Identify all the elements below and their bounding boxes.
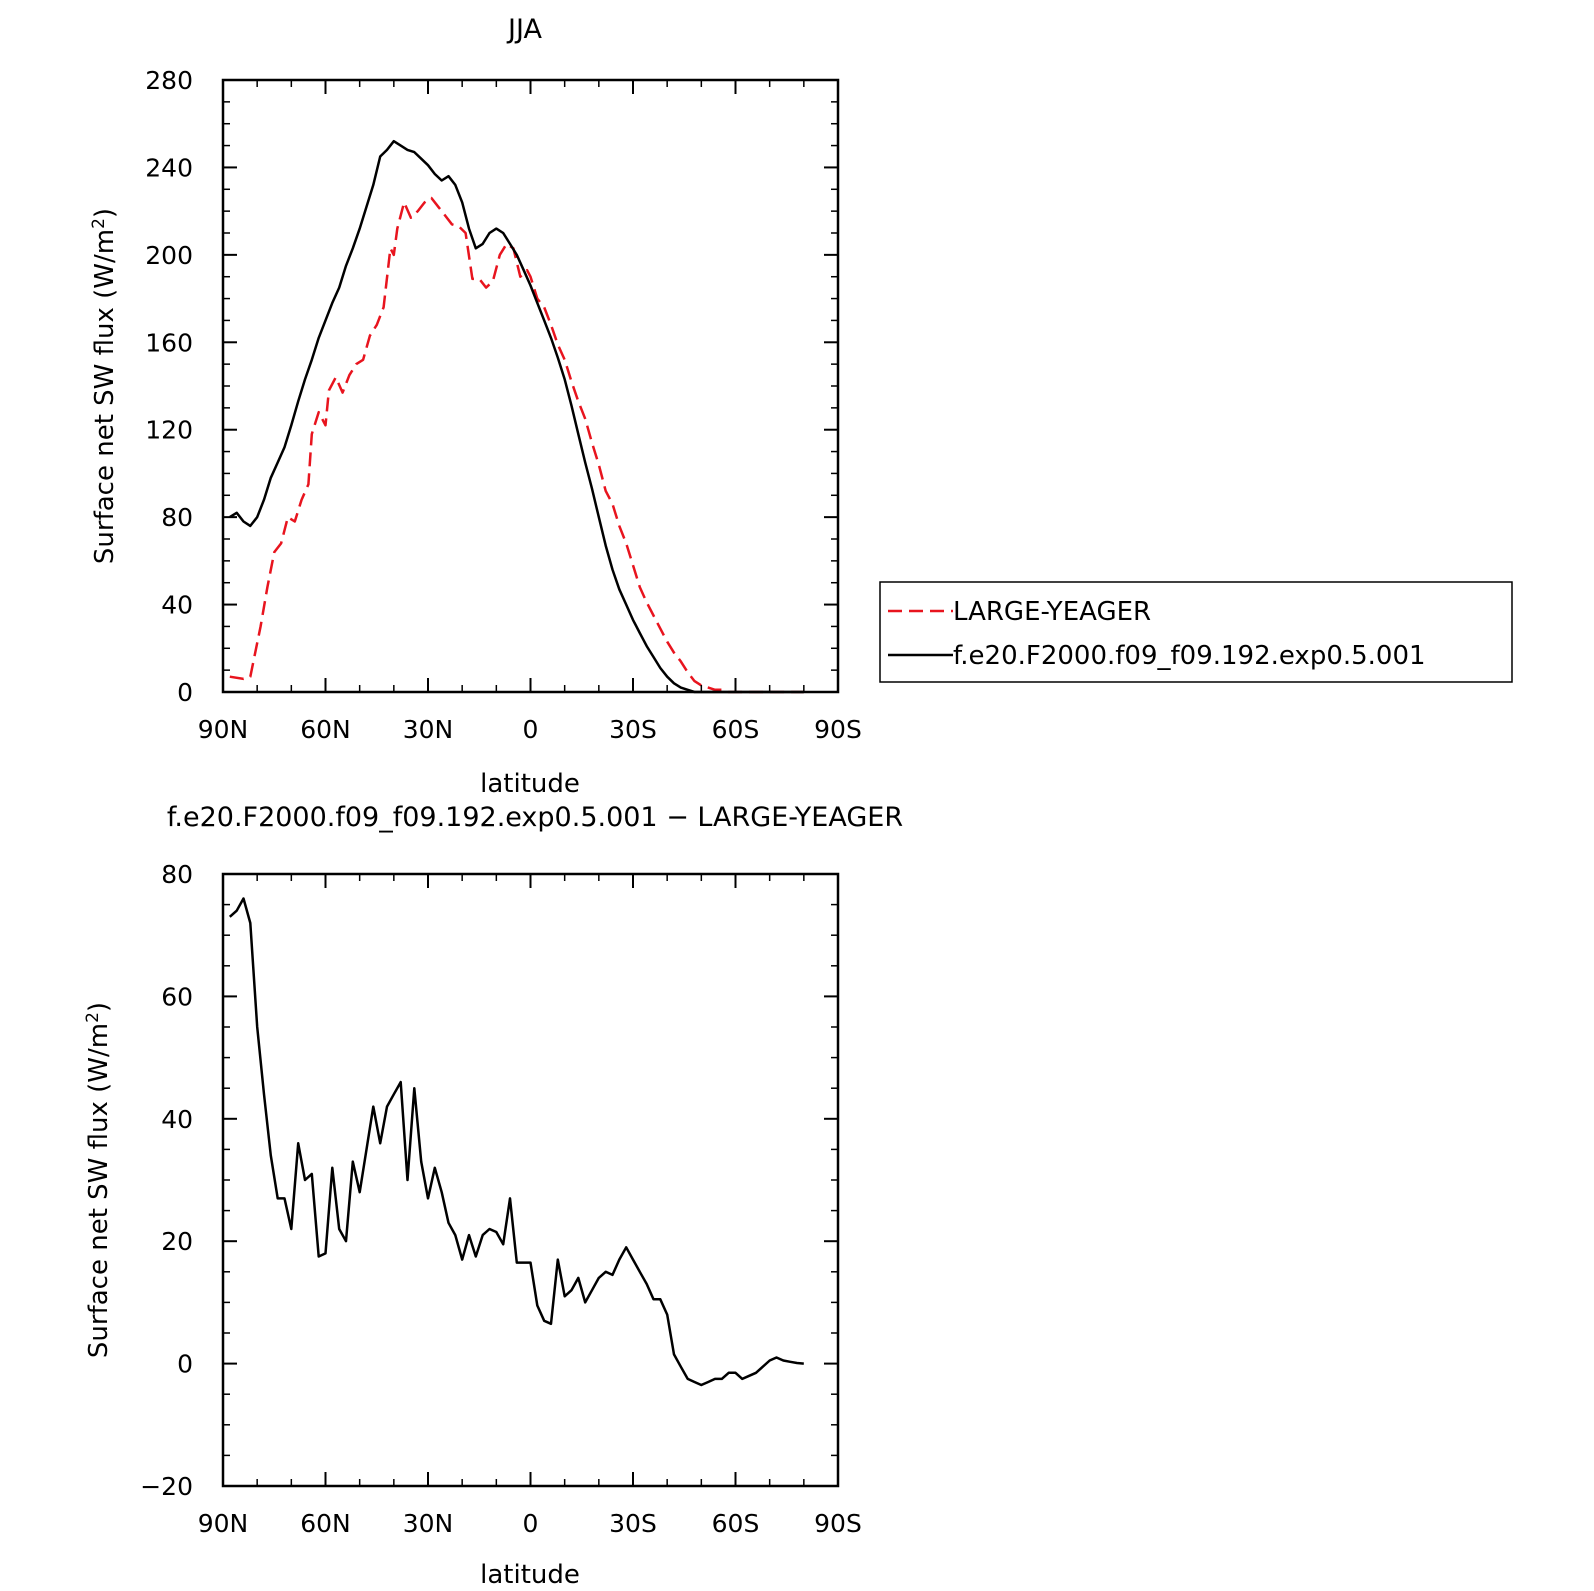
top-chart-ylabel: Surface net SW flux (W/m2) — [89, 208, 120, 564]
top-y-tick-label: 200 — [145, 241, 193, 270]
top-x-tick-label: 60S — [712, 715, 760, 744]
bottom-x-tick-label: 90N — [198, 1509, 249, 1538]
bottom-y-tick-label: 0 — [177, 1350, 193, 1379]
bottom-x-tick-label: 30S — [609, 1509, 657, 1538]
top-x-tick-label: 90S — [814, 715, 862, 744]
top-y-tick-label: 80 — [161, 503, 193, 532]
top-y-tick-label: 240 — [145, 153, 193, 182]
top-y-tick-label: 40 — [161, 591, 193, 620]
legend-label-large-yeager: LARGE-YEAGER — [953, 597, 1151, 627]
bottom-chart: f.e20.F2000.f09_f09.192.exp0.5.001 − LAR… — [83, 802, 903, 1590]
bottom-x-tick-label: 90S — [814, 1509, 862, 1538]
top-y-tick-label: 120 — [145, 416, 193, 445]
legend: LARGE-YEAGER f.e20.F2000.f09_f09.192.exp… — [879, 581, 1513, 683]
bottom-x-tick-label: 30N — [403, 1509, 454, 1538]
bottom-x-tick-label: 0 — [523, 1509, 539, 1538]
bottom-x-tick-label: 60S — [712, 1509, 760, 1538]
legend-label-model: f.e20.F2000.f09_f09.192.exp0.5.001 — [953, 641, 1426, 671]
top-y-tick-label: 160 — [145, 328, 193, 357]
bottom-y-tick-label: 40 — [161, 1105, 193, 1134]
bottom-y-tick-label: 60 — [161, 982, 193, 1011]
top-chart: JJA 90N 60N 30N 0 30S 60S 90S 0 40 80 120 160 200 240… — [89, 14, 862, 799]
top-x-tick-label: 0 — [523, 715, 539, 744]
top-x-tick-label: 30N — [403, 715, 454, 744]
top-y-tick-label: 280 — [145, 66, 193, 95]
bottom-y-tick-label: 80 — [161, 860, 193, 889]
bottom-chart-title: f.e20.F2000.f09_f09.192.exp0.5.001 − LAR… — [167, 802, 903, 833]
bottom-y-tick-label: −20 — [140, 1472, 193, 1501]
top-chart-title: JJA — [506, 14, 542, 45]
bottom-chart-series — [228, 897, 804, 1387]
bottom-x-tick-label: 60N — [300, 1509, 351, 1538]
top-x-tick-label: 60N — [300, 715, 351, 744]
bottom-chart-xlabel: latitude — [480, 1560, 580, 1590]
top-x-tick-label: 30S — [609, 715, 657, 744]
top-x-tick-label: 90N — [198, 715, 249, 744]
top-y-tick-label: 0 — [177, 678, 193, 707]
bottom-y-tick-label: 20 — [161, 1227, 193, 1256]
bottom-chart-ylabel: Surface net SW flux (W/m2) — [83, 1002, 114, 1358]
top-series-line-0 — [229, 196, 804, 694]
bottom-series-line-0 — [228, 897, 804, 1387]
top-chart-xlabel: latitude — [480, 769, 580, 799]
legend-box — [879, 581, 1513, 683]
